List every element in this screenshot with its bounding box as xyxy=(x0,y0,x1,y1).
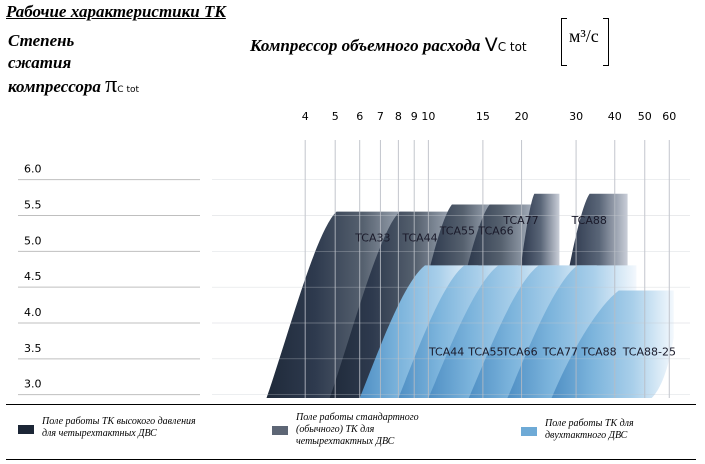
legend-text-line: двухтактного ДВС xyxy=(545,430,628,441)
legend-text-line: четырехтактных ДВС xyxy=(296,436,395,447)
x-axis-unit-bracket: м³/с xyxy=(561,18,609,66)
x-tick-label: 8 xyxy=(395,110,402,123)
y-tick-label: 4.0 xyxy=(24,306,42,319)
legend-text-line: Поле работы ТК для xyxy=(545,418,634,429)
region-tca-88-25 xyxy=(551,290,674,398)
y-tick-label: 6.0 xyxy=(24,163,42,176)
region-label: TCA55 xyxy=(467,345,503,358)
region-label: TCA66 xyxy=(501,345,537,358)
region-label: TCA88-25 xyxy=(622,345,676,358)
y-axis-label-line: компрессора πC tot xyxy=(8,72,140,98)
y-axis-label-line: сжатия xyxy=(8,53,72,72)
y-tick-label: 5.5 xyxy=(24,199,42,212)
x-tick-label: 6 xyxy=(356,110,363,123)
x-axis-symbol: V xyxy=(484,34,498,56)
region-label: TCA44 xyxy=(401,232,437,245)
x-tick-label: 30 xyxy=(569,110,583,123)
region-label: TCA55 xyxy=(439,225,475,238)
x-tick-label: 50 xyxy=(638,110,652,123)
x-axis-unit: м³/с xyxy=(569,26,599,46)
x-tick-label: 15 xyxy=(476,110,490,123)
legend-text-line: Поле работы стандартного xyxy=(296,412,419,423)
region-label: TCA77 xyxy=(502,214,538,227)
legend-text-line: (обычного) ТК для xyxy=(296,424,375,435)
y-tick-label: 3.0 xyxy=(24,378,42,391)
region-label: TCA44 xyxy=(428,345,464,358)
x-axis-label: Компрессор объемного расхода VC tot xyxy=(250,34,527,56)
x-axis-symbol-sub: C tot xyxy=(497,40,527,54)
region-label: TCA77 xyxy=(542,345,578,358)
x-axis-label-text: Компрессор объемного расхода xyxy=(250,36,481,55)
region-label: TCA88 xyxy=(571,214,607,227)
y-axis-symbol-sub: C tot xyxy=(117,85,140,95)
y-axis-label-line: Степень xyxy=(8,31,75,50)
y-tick-label: 3.5 xyxy=(24,342,42,355)
legend-swatch xyxy=(272,426,288,435)
x-tick-label: 5 xyxy=(332,110,339,123)
y-axis-symbol: π xyxy=(105,72,118,98)
x-tick-label: 20 xyxy=(515,110,529,123)
chart-title: Рабочие характеристики ТК xyxy=(6,2,226,21)
legend-top-rule xyxy=(6,404,696,405)
x-tick-label: 9 xyxy=(411,110,418,123)
region-label: TCA88 xyxy=(580,345,616,358)
x-tick-label: 60 xyxy=(662,110,676,123)
x-tick-label: 40 xyxy=(608,110,622,123)
region-label: TCA33 xyxy=(354,232,390,245)
legend-bottom-rule xyxy=(6,459,696,460)
x-tick-label: 7 xyxy=(377,110,384,123)
y-tick-label: 4.5 xyxy=(24,270,42,283)
legend-swatch xyxy=(18,425,34,434)
x-tick-label: 10 xyxy=(421,110,435,123)
legend-swatch xyxy=(521,427,537,436)
y-tick-label: 5.0 xyxy=(24,234,42,247)
region-label: TCA66 xyxy=(477,225,513,238)
legend-text-line: Поле работы ТК высокого давления xyxy=(42,416,196,427)
x-tick-label: 4 xyxy=(302,110,309,123)
y-axis-label: Степень сжатия компрессора πC tot xyxy=(8,30,139,101)
legend-text-line: для четырехтактных ДВС xyxy=(42,428,157,439)
